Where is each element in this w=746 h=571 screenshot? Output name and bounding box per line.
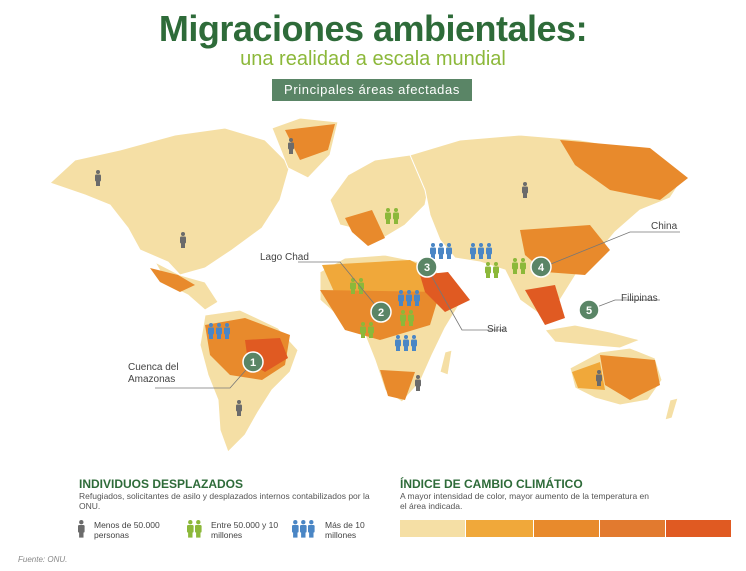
label-filipinas: Filipinas (621, 293, 658, 304)
climate-scale-step (534, 520, 599, 537)
north-america (49, 127, 291, 276)
climate-scale-step (400, 520, 465, 537)
indonesia (544, 324, 642, 349)
legend-green-label: Entre 50.000 y 10 millones (211, 520, 279, 540)
world-map (49, 117, 688, 453)
displacement-marker (208, 323, 230, 339)
legend-gray-label: Menos de 50.000 personas (94, 520, 160, 540)
displacement-marker (522, 182, 528, 198)
area-badge-2-number: 2 (378, 307, 384, 319)
south-africa-med (380, 370, 415, 400)
australia-high (572, 362, 605, 390)
legend-blue-label: Más de 10 millones (325, 520, 365, 540)
madagascar (439, 349, 453, 376)
climate-scale-step (466, 520, 533, 537)
siberia-high (560, 140, 688, 200)
label-china: China (651, 221, 678, 232)
displacement-marker (95, 170, 101, 186)
area-badge-2[interactable]: 2 (370, 301, 392, 323)
displacement-marker (512, 258, 526, 274)
area-badge-4[interactable]: 4 (530, 256, 552, 278)
se-asia-high (525, 285, 565, 325)
displacement-marker (395, 335, 417, 351)
displaced-title: INDIVIDUOS DESPLAZADOS (79, 477, 244, 491)
person-icon-blue (292, 520, 315, 538)
area-badge-1[interactable]: 1 (242, 351, 264, 373)
displacement-marker (288, 138, 294, 154)
displacement-marker (400, 310, 414, 326)
label-lago-chad: Lago Chad (260, 252, 309, 263)
section-banner: Principales áreas afectadas (272, 79, 472, 101)
label-amazonas: Cuenca del Amazonas (128, 362, 179, 385)
australia-med (600, 355, 660, 400)
displaced-description: Refugiados, solicitantes de asilo y desp… (79, 491, 370, 511)
person-icon-green (187, 520, 202, 538)
climate-description: A mayor intensidad de color, mayor aumen… (400, 491, 650, 511)
area-badge-1-number: 1 (250, 357, 256, 369)
climate-title: ÍNDICE DE CAMBIO CLIMÁTICO (400, 477, 583, 491)
displacement-marker (470, 243, 492, 259)
displacement-marker (596, 370, 602, 386)
area-badge-3[interactable]: 3 (416, 256, 438, 278)
page-title: Migraciones ambientales: (158, 8, 588, 49)
greenland-high (285, 124, 335, 160)
label-siria: Siria (487, 324, 508, 335)
area-badge-3-number: 3 (424, 262, 430, 274)
displacement-marker (485, 262, 499, 278)
mexico-high (150, 268, 195, 292)
displacement-marker (236, 400, 242, 416)
climate-scale-step (666, 520, 731, 537)
area-badge-4-number: 4 (538, 262, 545, 274)
new-zealand (664, 397, 679, 421)
displacement-marker (360, 322, 374, 338)
climate-scale-step (600, 520, 665, 537)
area-badge-5[interactable]: 5 (578, 299, 600, 321)
displacement-marker (430, 243, 452, 259)
displacement-marker (350, 278, 364, 294)
displacement-marker (385, 208, 399, 224)
displacement-marker (415, 375, 421, 391)
arabia-high (420, 272, 470, 312)
europe-high (345, 210, 385, 246)
area-badge-5-number: 5 (586, 305, 592, 317)
displacement-marker (398, 290, 420, 306)
source-note: Fuente: ONU. (18, 555, 68, 564)
person-icon-gray (78, 520, 85, 538)
page-subtitle: una realidad a escala mundial (240, 48, 506, 70)
displacement-marker (180, 232, 186, 248)
